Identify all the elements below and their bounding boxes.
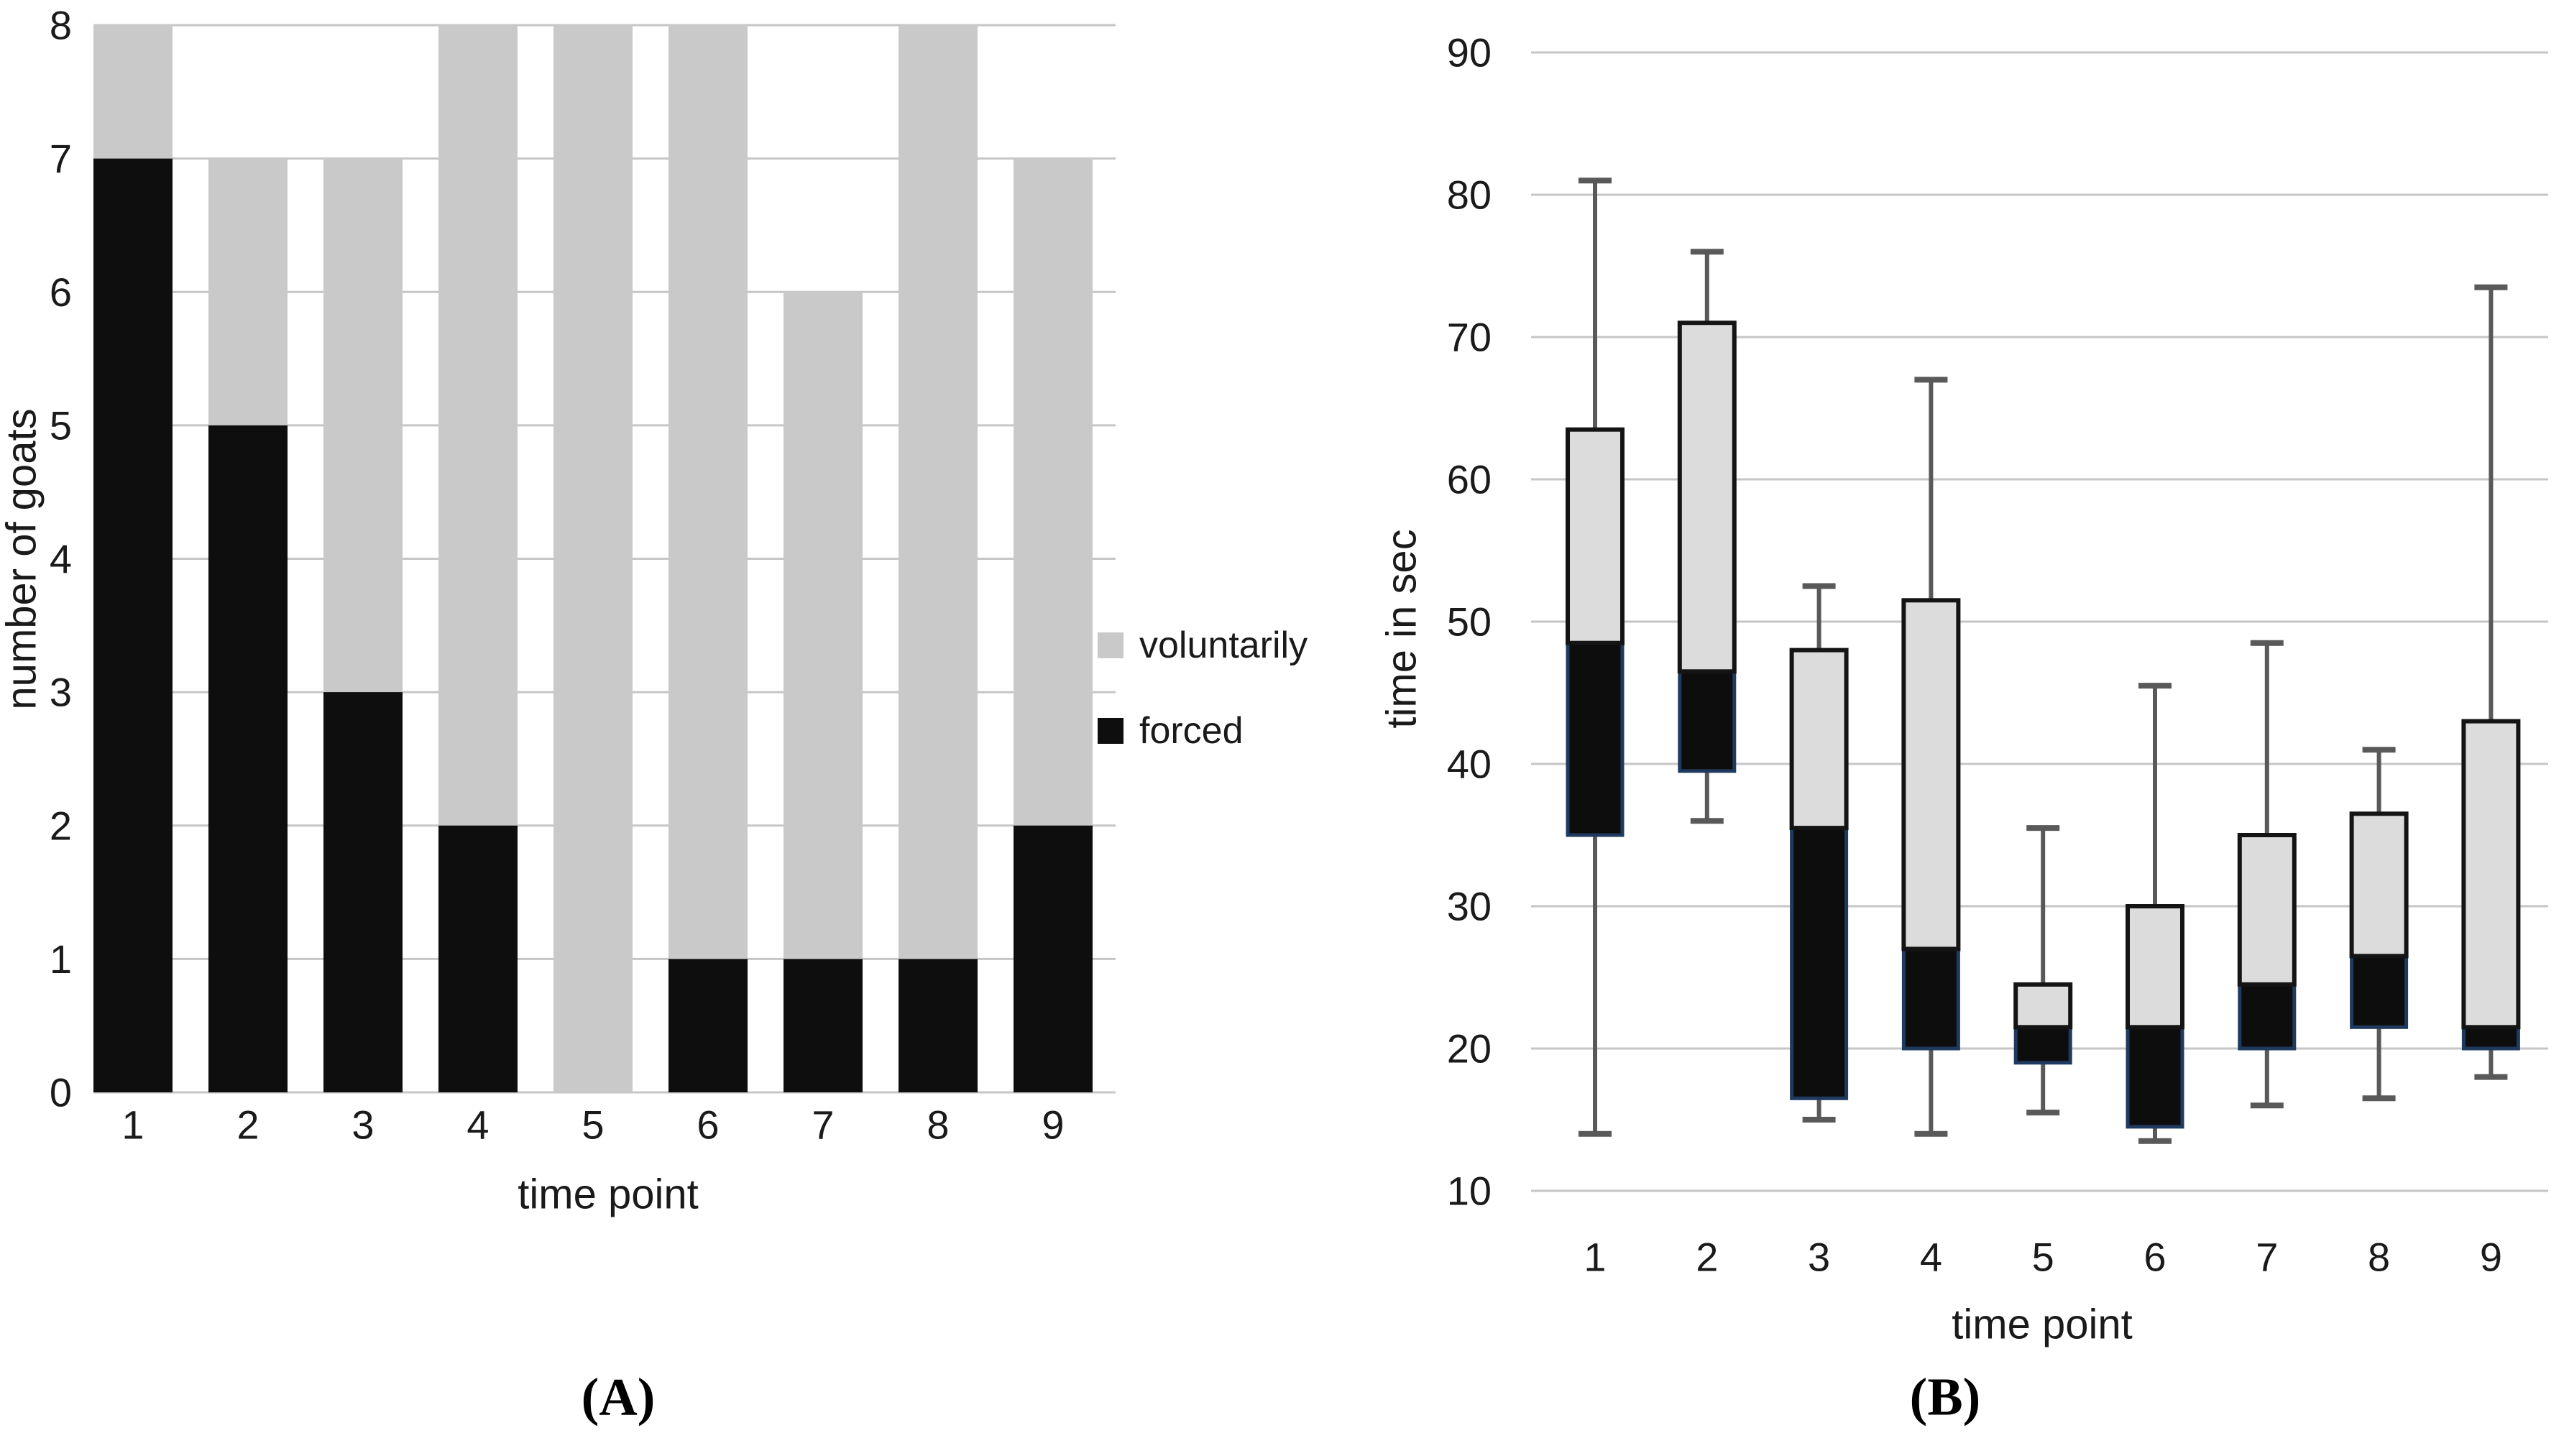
a-xtick-5: 5 xyxy=(582,1102,604,1148)
a-xtick-1: 1 xyxy=(121,1102,144,1148)
bar-voluntarily-3 xyxy=(323,158,403,693)
box-lower-7 xyxy=(2238,982,2297,1051)
legend-item-forced: forced xyxy=(1098,709,1308,752)
legend-item-voluntarily: voluntarily xyxy=(1098,624,1308,667)
bar-forced-8 xyxy=(899,959,978,1092)
a-ytick-5: 5 xyxy=(50,402,72,448)
b-y-axis-title: time in sec xyxy=(1378,529,1425,729)
bar-voluntarily-5 xyxy=(553,25,633,1092)
box-upper-7 xyxy=(2237,833,2297,987)
forced-swatch-icon xyxy=(1098,718,1124,744)
bar-forced-3 xyxy=(323,692,403,1092)
a-ytick-2: 2 xyxy=(50,803,72,848)
bar-voluntarily-8 xyxy=(899,25,978,959)
box-upper-9 xyxy=(2461,719,2521,1030)
a-xtick-9: 9 xyxy=(1042,1102,1064,1148)
box-lower-1 xyxy=(1566,641,1625,837)
a-xtick-7: 7 xyxy=(812,1102,834,1148)
a-y-axis-title: number of goats xyxy=(0,408,45,710)
b-ytick-50: 50 xyxy=(1447,599,1492,645)
voluntarily-swatch-icon xyxy=(1098,632,1124,658)
box-lower-6 xyxy=(2126,1025,2184,1129)
bar-forced-6 xyxy=(668,959,748,1092)
legend: voluntarily forced xyxy=(1098,624,1308,795)
box-lower-2 xyxy=(1678,669,1737,773)
a-xtick-8: 8 xyxy=(927,1102,949,1148)
bar-voluntarily-7 xyxy=(784,292,863,959)
b-xtick-9: 9 xyxy=(2480,1235,2502,1280)
box-upper-5 xyxy=(2013,982,2073,1030)
bar-forced-9 xyxy=(1014,825,1093,1092)
bar-voluntarily-2 xyxy=(208,158,288,425)
b-ytick-90: 90 xyxy=(1447,30,1492,75)
b-xtick-7: 7 xyxy=(2256,1235,2278,1280)
bar-forced-7 xyxy=(784,959,863,1092)
a-ytick-8: 8 xyxy=(50,3,72,48)
a-ytick-1: 1 xyxy=(50,936,72,982)
bar-forced-2 xyxy=(208,425,288,1092)
b-xtick-1: 1 xyxy=(1584,1235,1606,1280)
box-lower-8 xyxy=(2350,954,2409,1029)
legend-label-voluntarily: voluntarily xyxy=(1139,625,1308,666)
box-upper-4 xyxy=(1901,598,1961,952)
b-xtick-6: 6 xyxy=(2143,1235,2166,1280)
a-ytick-7: 7 xyxy=(50,136,72,181)
b-ytick-30: 30 xyxy=(1447,884,1492,929)
box-upper-8 xyxy=(2349,811,2409,959)
a-xtick-2: 2 xyxy=(236,1102,259,1148)
b-ytick-20: 20 xyxy=(1447,1026,1492,1072)
box-upper-6 xyxy=(2126,904,2184,1030)
box-upper-2 xyxy=(1677,321,1737,674)
b-ytick-10: 10 xyxy=(1447,1169,1492,1214)
a-x-axis-title: time point xyxy=(518,1171,699,1218)
box-lower-5 xyxy=(2013,1025,2072,1065)
b-xtick-3: 3 xyxy=(1808,1235,1830,1280)
b-x-axis-title: time point xyxy=(1952,1301,2133,1348)
bar-voluntarily-1 xyxy=(93,25,173,159)
bar-forced-1 xyxy=(93,158,173,1092)
box-lower-3 xyxy=(1790,826,1849,1100)
b-ytick-80: 80 xyxy=(1447,172,1492,218)
b-xtick-8: 8 xyxy=(2368,1235,2390,1280)
bar-voluntarily-4 xyxy=(438,25,518,826)
a-ytick-3: 3 xyxy=(50,670,72,715)
a-ytick-6: 6 xyxy=(50,269,72,315)
b-xtick-4: 4 xyxy=(1920,1235,1942,1280)
b-xtick-2: 2 xyxy=(1696,1235,1718,1280)
legend-label-forced: forced xyxy=(1139,710,1244,752)
box-lower-4 xyxy=(1901,946,1960,1051)
box-lower-9 xyxy=(2461,1025,2520,1051)
a-ytick-0: 0 xyxy=(50,1070,72,1115)
b-ytick-60: 60 xyxy=(1447,457,1492,502)
a-xtick-3: 3 xyxy=(351,1102,374,1148)
panel-b-caption: (B) xyxy=(1909,1368,1981,1427)
a-xtick-4: 4 xyxy=(467,1102,489,1148)
bar-voluntarily-6 xyxy=(668,25,748,959)
b-xtick-5: 5 xyxy=(2032,1235,2054,1280)
bar-forced-4 xyxy=(438,825,518,1092)
panel-a-caption: (A) xyxy=(581,1368,656,1427)
box-upper-3 xyxy=(1789,648,1849,831)
b-ytick-40: 40 xyxy=(1447,742,1492,787)
box-upper-1 xyxy=(1566,427,1625,645)
b-ytick-70: 70 xyxy=(1447,315,1492,360)
bar-voluntarily-9 xyxy=(1014,158,1093,826)
a-xtick-6: 6 xyxy=(697,1102,719,1148)
a-ytick-4: 4 xyxy=(50,536,72,581)
